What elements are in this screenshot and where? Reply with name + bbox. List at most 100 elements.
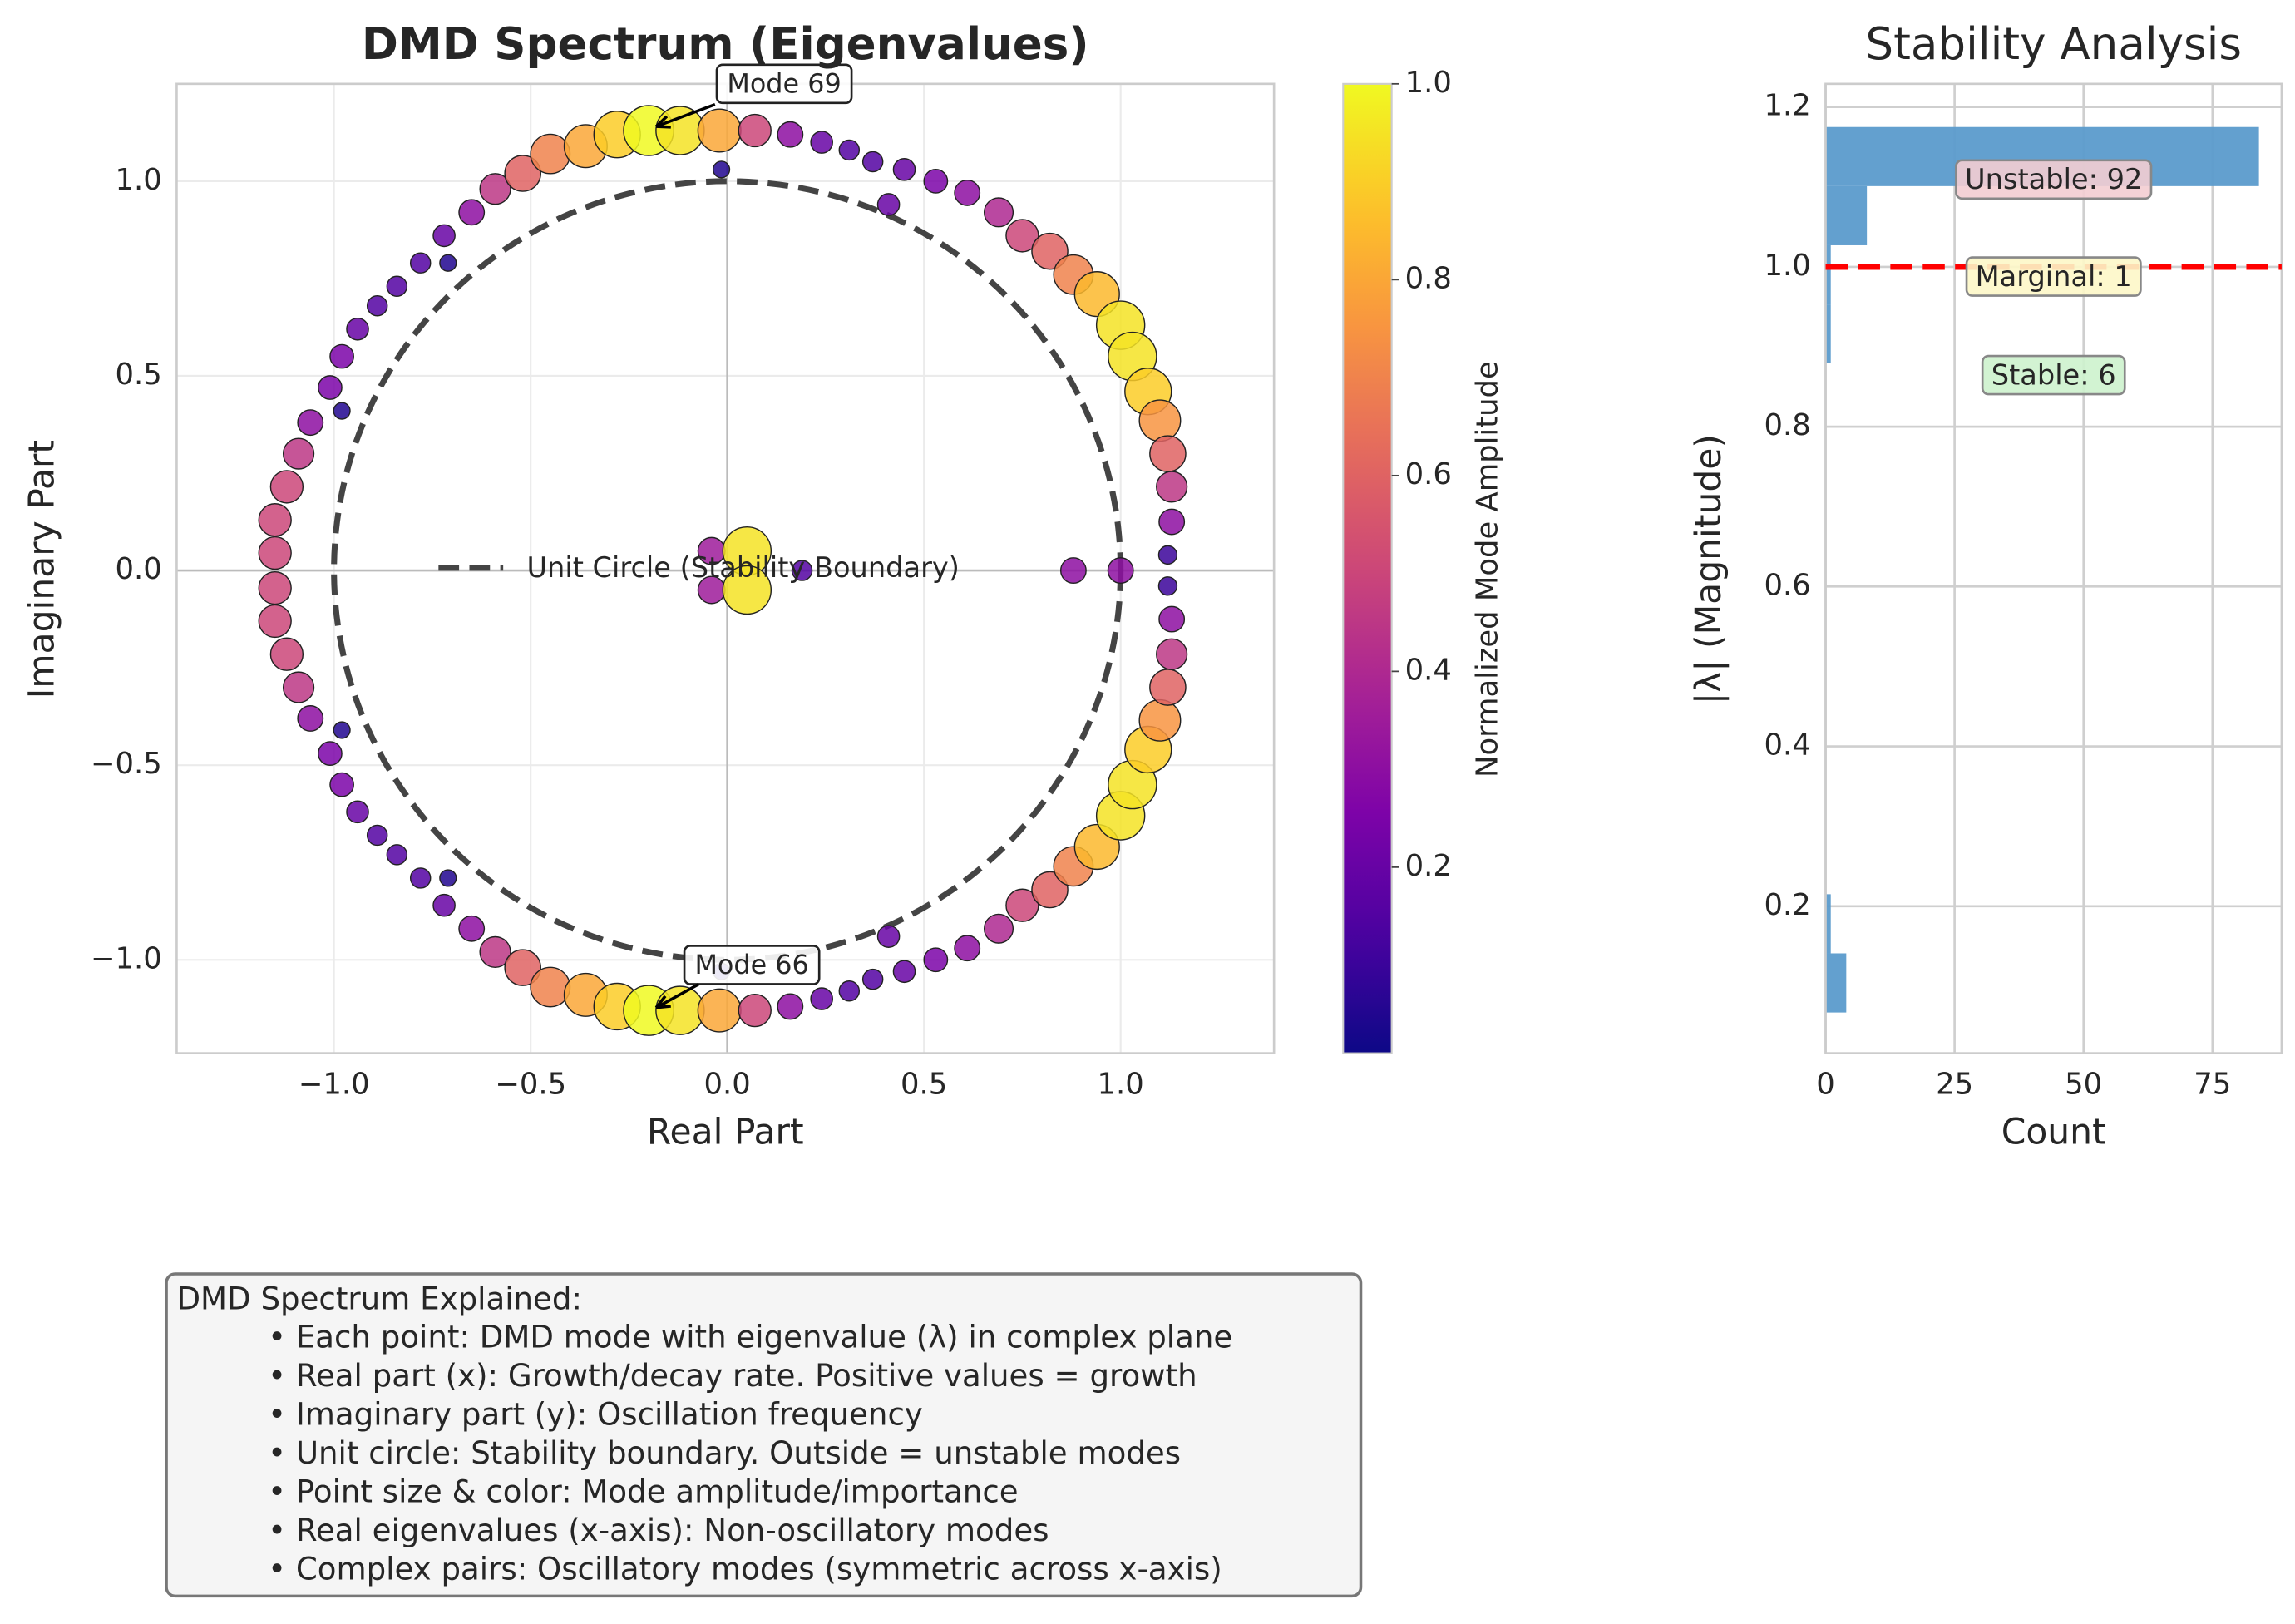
axes-frame xyxy=(1824,82,2283,1054)
x-tick-label: 75 xyxy=(2194,1068,2231,1102)
eigenvalue-point xyxy=(458,915,486,942)
colorbar xyxy=(1342,82,1393,1054)
chart-title: DMD Spectrum (Eigenvalues) xyxy=(362,18,1089,70)
eigenvalue-point xyxy=(329,343,354,369)
eigenvalue-point xyxy=(1157,576,1178,596)
y-tick-label: 0.2 xyxy=(1764,888,1811,922)
x-tick-label: 0.5 xyxy=(901,1068,947,1102)
x-tick-label: −1.0 xyxy=(299,1068,370,1102)
annotation-box xyxy=(683,945,821,985)
histogram-bar xyxy=(1825,953,1847,1013)
eigenvalue-point xyxy=(258,604,292,639)
eigenvalue-point xyxy=(1005,888,1039,922)
y-tick-label: 0.5 xyxy=(115,358,161,392)
eigenvalue-point xyxy=(1158,605,1186,633)
eigenvalue-point xyxy=(479,173,511,205)
eigenvalue-point xyxy=(876,925,901,948)
arrow-head xyxy=(654,995,671,1009)
chart-title: Stability Analysis xyxy=(1865,18,2242,70)
eigenvalue-point xyxy=(861,151,884,173)
eigenvalue-point xyxy=(439,254,457,272)
x-tick-label: 50 xyxy=(2065,1068,2102,1102)
x-tick-label: 25 xyxy=(1936,1068,1973,1102)
plot-area xyxy=(176,83,1275,1054)
eigenvalue-point xyxy=(1005,219,1039,253)
eigenvalue-point xyxy=(983,197,1014,228)
info-title: DMD Spectrum Explained: xyxy=(176,1281,582,1316)
info-line: • Real part (x): Growth/decay rate. Posi… xyxy=(268,1358,1197,1394)
annotation-arrow xyxy=(655,982,700,1009)
annotation-arrow xyxy=(655,102,716,128)
eigenvalue-point xyxy=(458,199,486,226)
eigenvalue-point xyxy=(1138,698,1182,742)
eigenvalue-point xyxy=(697,988,742,1033)
eigenvalue-point xyxy=(810,987,833,1010)
eigenvalue-point xyxy=(346,800,369,824)
eigenvalue-point xyxy=(923,169,949,194)
eigenvalue-point xyxy=(297,409,324,437)
y-tick-label: 0.8 xyxy=(1764,408,1811,442)
annotation-label: Marginal: 1 xyxy=(1976,260,2132,293)
eigenvalue-point xyxy=(1157,545,1178,565)
eigenvalue-point xyxy=(346,317,369,341)
x-axis-label: Real Part xyxy=(647,1112,804,1153)
plot-area xyxy=(1825,83,2282,1054)
eigenvalue-point xyxy=(954,935,981,962)
eigenvalue-point xyxy=(738,113,772,148)
eigenvalue-point xyxy=(1107,557,1134,584)
y-tick-label: −0.5 xyxy=(91,747,162,781)
eigenvalue-point xyxy=(504,155,541,192)
x-tick-label: −0.5 xyxy=(495,1068,566,1102)
info-line: • Imaginary part (y): Oscillation freque… xyxy=(268,1396,923,1432)
eigenvalue-point xyxy=(876,193,901,216)
x-tick-label: 0 xyxy=(1816,1068,1835,1102)
eigenvalue-point xyxy=(712,160,731,179)
colorbar-label: Normalized Mode Amplitude xyxy=(1470,361,1504,777)
eigenvalue-point xyxy=(329,772,354,797)
eigenvalue-point xyxy=(282,671,315,703)
eigenvalue-point xyxy=(386,844,408,866)
y-tick-label: −1.0 xyxy=(91,941,162,975)
eigenvalue-point xyxy=(1158,508,1186,536)
eigenvalue-point xyxy=(810,131,833,154)
colorbar-tick-label: 0.2 xyxy=(1405,849,1452,883)
eigenvalue-point xyxy=(777,993,804,1020)
info-line: • Complex pairs: Oscillatory modes (symm… xyxy=(268,1551,1222,1587)
annotation-box xyxy=(715,63,853,105)
eigenvalue-point xyxy=(892,158,916,181)
x-tick-label: 0.0 xyxy=(704,1068,751,1102)
eigenvalue-point xyxy=(1156,638,1188,670)
eigenvalue-point xyxy=(479,935,511,968)
eigenvalue-point xyxy=(1149,669,1187,706)
eigenvalue-point xyxy=(1149,435,1187,472)
eigenvalue-point xyxy=(297,705,324,732)
eigenvalue-point xyxy=(318,741,343,766)
eigenvalue-point xyxy=(861,968,884,990)
eigenvalue-point xyxy=(409,252,432,274)
info-line: • Point size & color: Mode amplitude/imp… xyxy=(268,1473,1018,1509)
arrow-head xyxy=(654,115,671,129)
annotation-label: Mode 66 xyxy=(694,949,808,980)
eigenvalue-point xyxy=(366,824,388,847)
eigenvalue-point xyxy=(1059,557,1087,584)
info-line: • Unit circle: Stability boundary. Outsi… xyxy=(268,1435,1181,1471)
eigenvalue-point xyxy=(333,721,351,739)
eigenvalue-point xyxy=(838,139,861,161)
colorbar-tick-label: 1.0 xyxy=(1405,66,1452,100)
eigenvalue-point xyxy=(777,121,804,148)
histogram-bar xyxy=(1825,244,1831,305)
annotation-box xyxy=(1955,159,2153,200)
info-line: • Each point: DMD mode with eigenvalue (… xyxy=(268,1319,1232,1355)
histogram-bar xyxy=(1825,894,1831,954)
eigenvalue-point xyxy=(838,980,861,1002)
eigenvalue-point xyxy=(409,867,432,889)
eigenvalue-point xyxy=(530,133,571,175)
eigenvalue-point xyxy=(923,947,949,973)
eigenvalue-point xyxy=(282,437,315,470)
eigenvalue-point xyxy=(258,570,292,605)
colorbar-tick-label: 0.4 xyxy=(1405,653,1452,687)
histogram-bar xyxy=(1825,304,1831,363)
eigenvalue-point xyxy=(432,224,456,248)
eigenvalue-point xyxy=(1156,471,1188,503)
eigenvalue-point xyxy=(1031,232,1069,270)
